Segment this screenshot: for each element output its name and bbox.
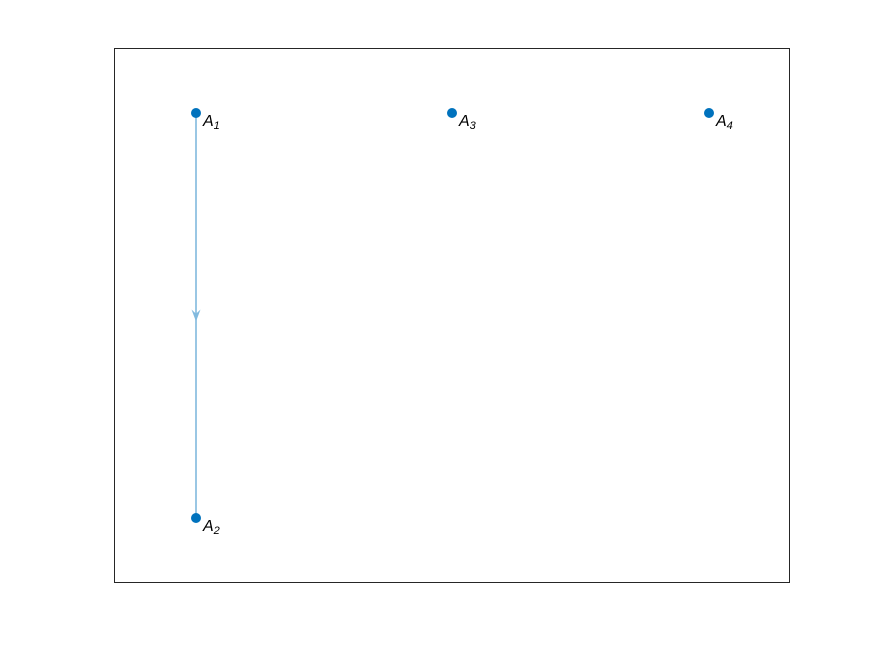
node-A3: [447, 108, 457, 118]
edges-layer: [191, 113, 201, 518]
node-label-base: A: [458, 113, 470, 130]
node-label-A2: A2: [202, 518, 220, 537]
node-label-base: A: [715, 113, 727, 130]
node-label-A1: A1: [202, 113, 220, 132]
node-label-subscript: 2: [213, 525, 220, 537]
node-label-subscript: 3: [470, 120, 477, 132]
node-label-base: A: [202, 518, 214, 535]
node-A4: [704, 108, 714, 118]
node-label-base: A: [202, 113, 214, 130]
node-A1: [191, 108, 201, 118]
node-label-subscript: 4: [727, 120, 733, 132]
node-A2: [191, 513, 201, 523]
axes-box: [114, 48, 790, 583]
edge-arrow-A1-A2: [191, 309, 201, 322]
node-label-subscript: 1: [214, 120, 220, 132]
node-label-A4: A4: [715, 113, 733, 132]
node-label-A3: A3: [458, 113, 477, 132]
